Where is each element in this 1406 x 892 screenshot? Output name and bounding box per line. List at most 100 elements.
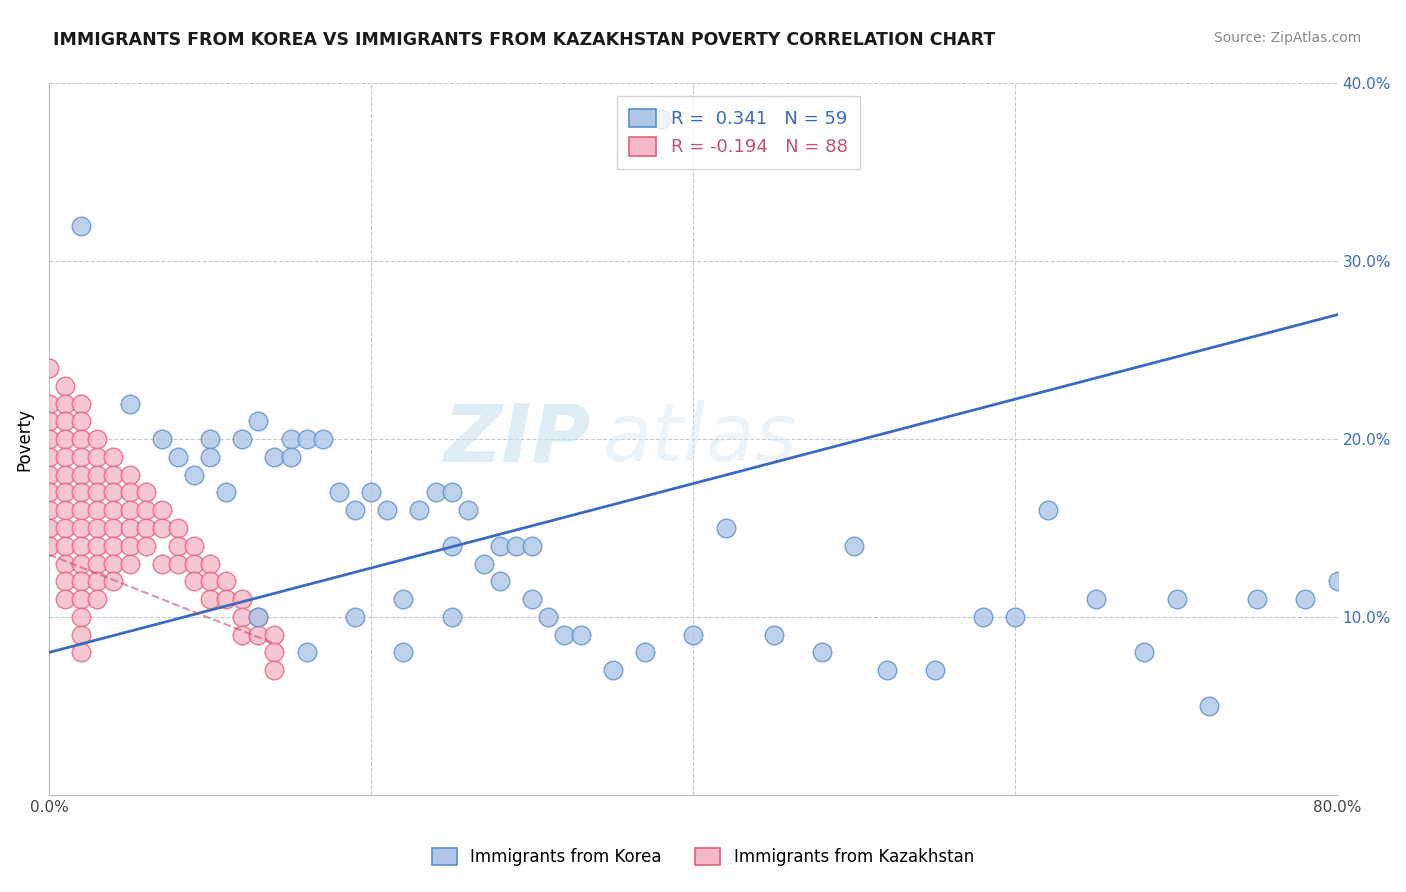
Point (553, 628, 575, 642)
Point (280, 450, 302, 464)
Point (231, 628, 253, 642)
Point (263, 628, 285, 642)
Point (602, 663, 624, 677)
Point (53, 378, 76, 392)
Point (522, 592, 544, 607)
Point (38, 360, 60, 375)
Point (103, 574, 125, 589)
Point (682, 628, 704, 642)
Point (38, 467, 60, 482)
Point (440, 485, 463, 500)
Point (1036, 503, 1059, 517)
Point (70, 610, 93, 624)
Point (86, 539, 108, 553)
Point (489, 574, 512, 589)
Point (53, 503, 76, 517)
Point (198, 432, 221, 446)
Point (1326, 574, 1348, 589)
Point (135, 521, 157, 535)
Point (247, 628, 270, 642)
Point (1166, 592, 1188, 607)
Point (183, 539, 205, 553)
Point (537, 610, 560, 624)
Point (118, 521, 141, 535)
Point (344, 503, 367, 517)
Point (198, 592, 221, 607)
Point (70, 574, 93, 589)
Point (70, 219, 93, 233)
Point (70, 539, 93, 553)
Point (53, 396, 76, 410)
Point (38, 396, 60, 410)
Point (38, 450, 60, 464)
Point (198, 450, 221, 464)
Point (150, 557, 173, 571)
Point (392, 592, 415, 607)
Point (166, 450, 188, 464)
Point (811, 645, 834, 659)
Text: Source: ZipAtlas.com: Source: ZipAtlas.com (1213, 31, 1361, 45)
Point (392, 645, 415, 659)
Point (118, 503, 141, 517)
Point (166, 521, 188, 535)
Point (714, 521, 737, 535)
Y-axis label: Poverty: Poverty (15, 408, 32, 471)
Point (1198, 698, 1220, 713)
Point (1294, 592, 1316, 607)
Point (70, 645, 93, 659)
Point (522, 539, 544, 553)
Point (118, 539, 141, 553)
Text: IMMIGRANTS FROM KOREA VS IMMIGRANTS FROM KAZAKHSTAN POVERTY CORRELATION CHART: IMMIGRANTS FROM KOREA VS IMMIGRANTS FROM… (53, 31, 995, 49)
Point (70, 557, 93, 571)
Point (150, 503, 173, 517)
Point (505, 539, 527, 553)
Point (360, 485, 382, 500)
Point (53, 521, 76, 535)
Point (489, 539, 512, 553)
Point (70, 467, 93, 482)
Point (440, 539, 463, 553)
Point (53, 450, 76, 464)
Point (375, 503, 398, 517)
Point (634, 645, 657, 659)
Point (247, 610, 270, 624)
Point (425, 485, 447, 500)
Point (70, 396, 93, 410)
Point (1004, 610, 1026, 624)
Point (86, 450, 108, 464)
Point (440, 610, 463, 624)
Point (150, 521, 173, 535)
Point (215, 485, 238, 500)
Point (247, 414, 270, 428)
Point (1133, 645, 1156, 659)
Point (53, 485, 76, 500)
Point (70, 592, 93, 607)
Point (70, 450, 93, 464)
Point (103, 503, 125, 517)
Text: atlas: atlas (603, 401, 797, 478)
Point (70, 521, 93, 535)
Point (408, 503, 430, 517)
Point (53, 557, 76, 571)
Point (103, 557, 125, 571)
Point (53, 539, 76, 553)
Point (53, 574, 76, 589)
Point (103, 467, 125, 482)
Point (312, 432, 335, 446)
Point (280, 432, 302, 446)
Point (53, 414, 76, 428)
Point (295, 645, 318, 659)
Point (198, 574, 221, 589)
Point (70, 432, 93, 446)
Point (183, 574, 205, 589)
Point (70, 503, 93, 517)
Point (53, 592, 76, 607)
Point (86, 592, 108, 607)
Point (166, 557, 188, 571)
Point (38, 432, 60, 446)
Point (53, 467, 76, 482)
Point (972, 610, 994, 624)
Point (183, 557, 205, 571)
Point (38, 503, 60, 517)
Point (38, 521, 60, 535)
